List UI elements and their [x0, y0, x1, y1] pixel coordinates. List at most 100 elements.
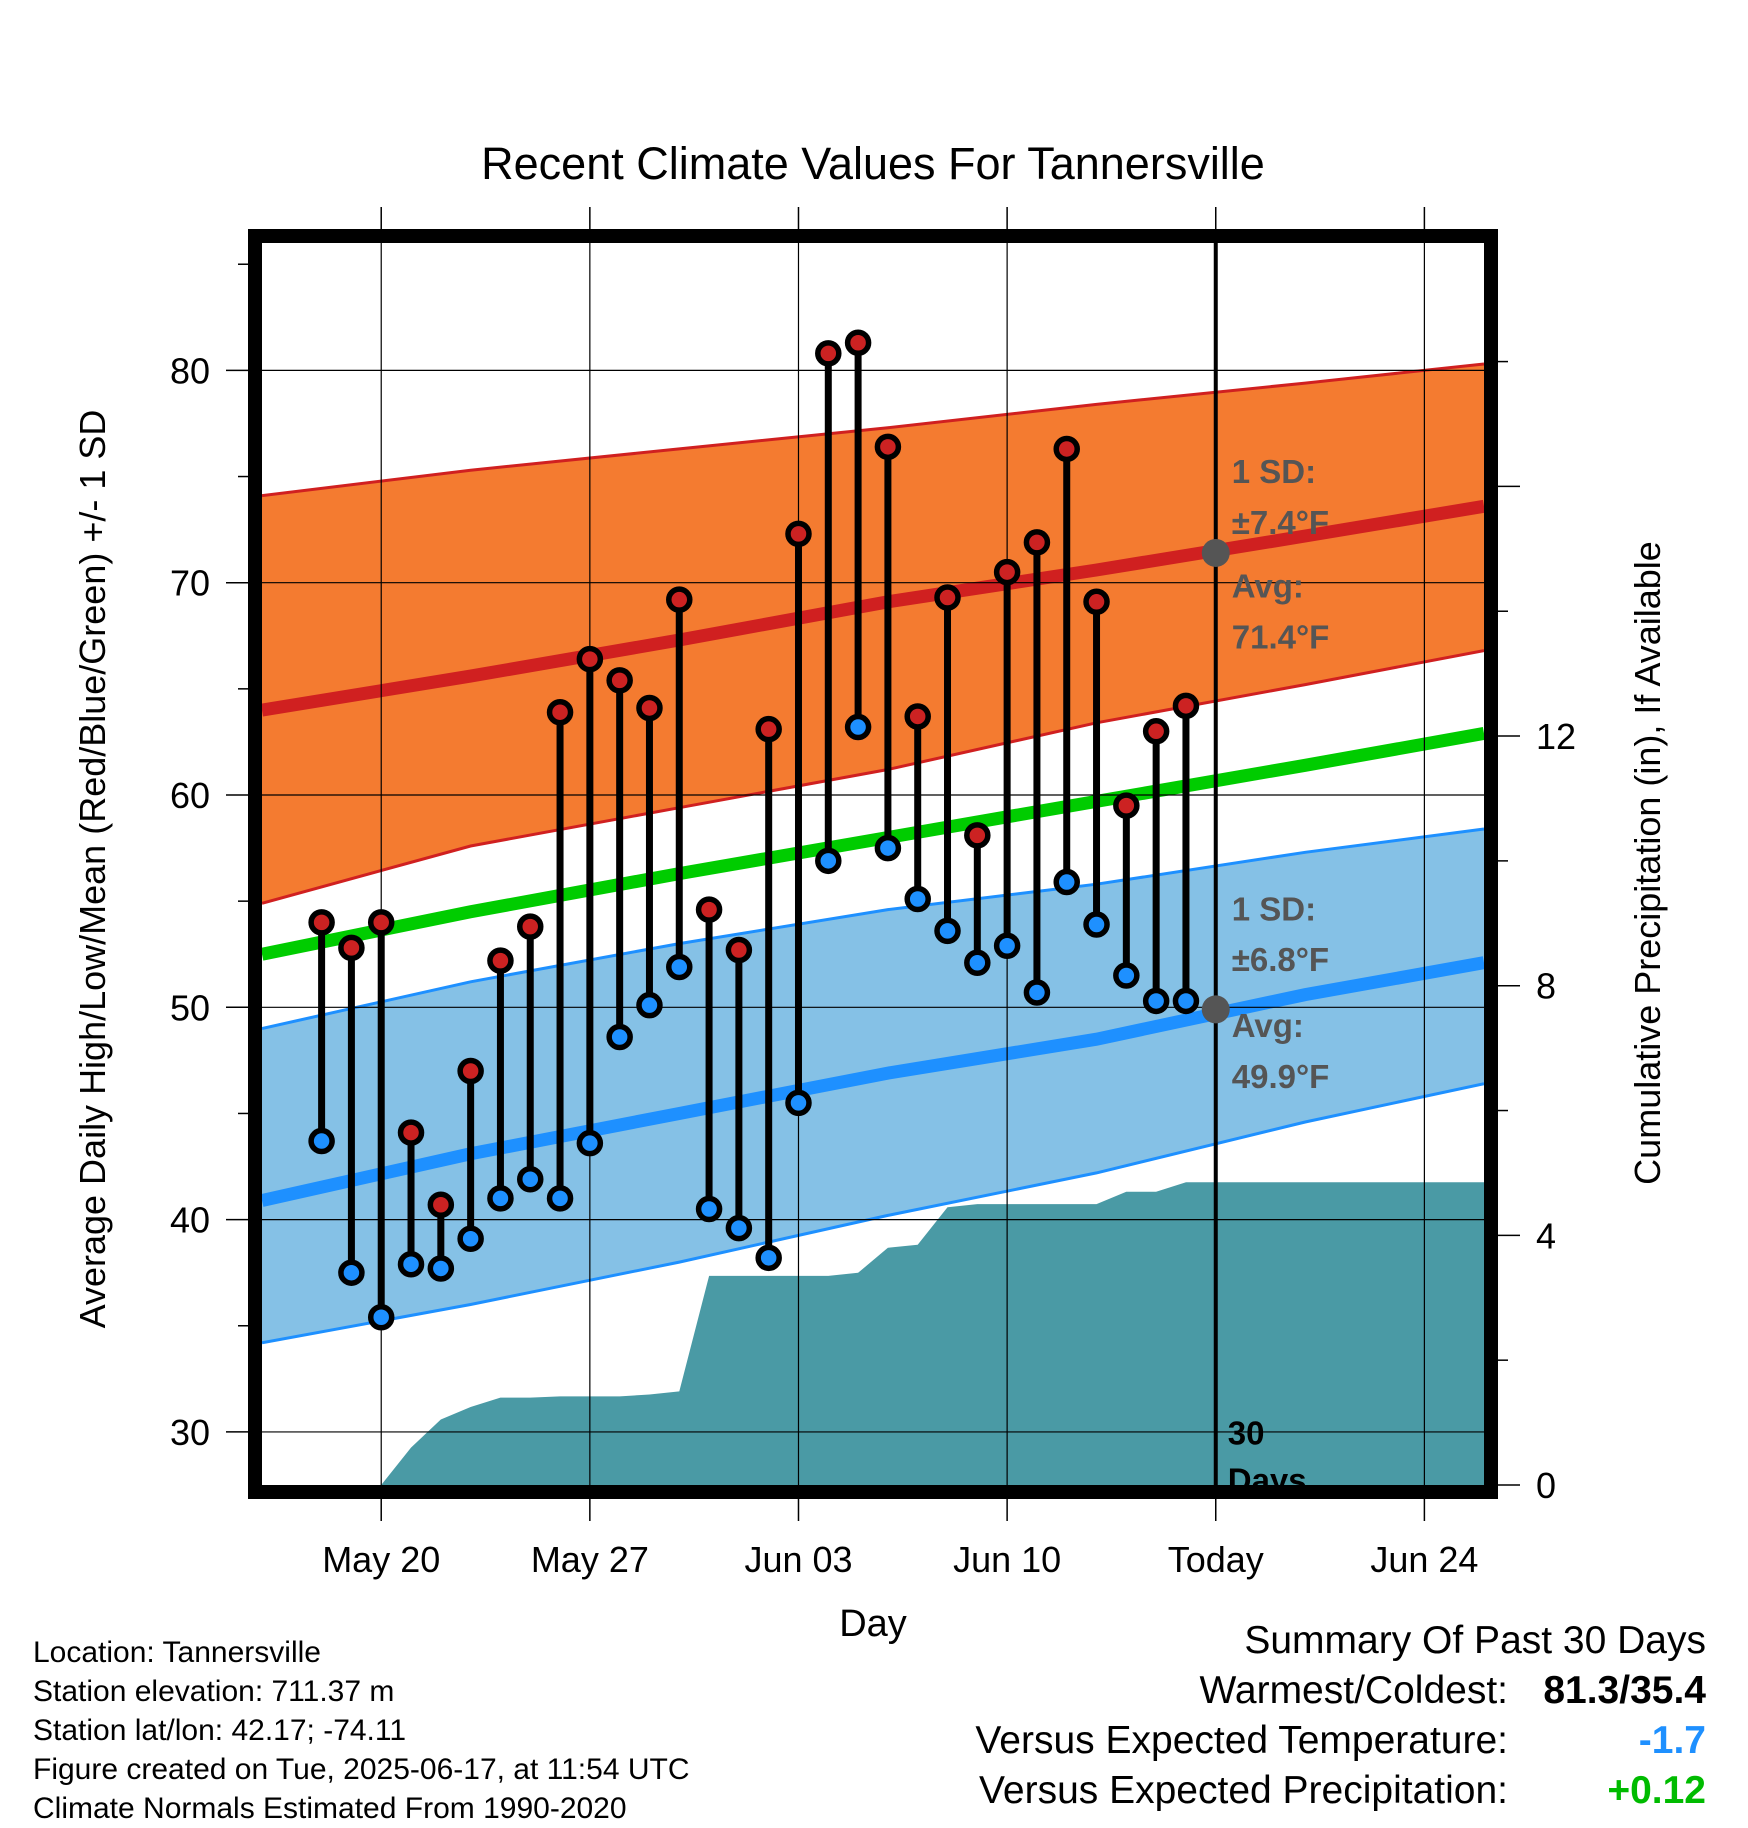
summary-panel: Summary Of Past 30 Days Warmest/Coldest:…: [975, 1616, 1706, 1816]
y-tick-label: 30: [170, 1412, 210, 1453]
y-tick-label: 50: [170, 987, 210, 1028]
y2-tick-label: 8: [1536, 966, 1556, 1007]
daily-low-point: [636, 991, 663, 1019]
today-low-avg-marker: [1201, 995, 1230, 1024]
daily-low-point: [606, 1023, 633, 1051]
daily-high-point: [964, 822, 991, 849]
plot-frame: [248, 229, 1498, 1499]
daily-high-point: [844, 329, 872, 357]
daily-low-point: [1113, 962, 1140, 989]
daily-high-point: [367, 909, 395, 936]
today-high-avg-marker: [1201, 538, 1230, 567]
x-tick-label: Jun 24: [1370, 1539, 1478, 1580]
latlon-text: Station lat/lon: 42.17; -74.11: [33, 1714, 407, 1747]
daily-high-point: [636, 694, 663, 722]
high-avg-value: 71.4°F: [1232, 619, 1330, 656]
warmest-coldest-label: Warmest/Coldest:: [1199, 1669, 1508, 1712]
daily-low-point: [367, 1304, 395, 1331]
daily-high-point: [576, 645, 604, 673]
daily-high-point: [308, 909, 335, 936]
y2-tick-label: 0: [1536, 1465, 1556, 1506]
daily-low-point: [874, 834, 902, 862]
daily-low-point: [427, 1255, 455, 1282]
high-sd-value: ±7.4°F: [1232, 504, 1329, 541]
elevation-text: Station elevation: 711.37 m: [33, 1675, 395, 1708]
daily-low-point: [904, 885, 931, 913]
created-text: Figure created on Tue, 2025-06-17, at 11…: [33, 1753, 690, 1786]
daily-high-point: [666, 586, 693, 613]
y2-axis-label: Cumulative Precipitation (in), If Availa…: [1627, 541, 1668, 1185]
temp-label: Versus Expected Temperature:: [975, 1719, 1508, 1762]
daily-high-point: [904, 703, 931, 730]
warmest-coldest-value: 81.3/35.4: [1543, 1669, 1706, 1712]
daily-low-point: [1053, 868, 1080, 896]
y-tick-label: 80: [170, 350, 210, 391]
daily-high-point: [606, 667, 633, 694]
daily-low-point: [695, 1195, 723, 1223]
daily-low-point: [934, 917, 961, 945]
daily-high-point: [1172, 692, 1200, 720]
daily-high-point: [427, 1191, 455, 1219]
y2-tick-label: 12: [1536, 716, 1576, 757]
daily-low-point: [993, 932, 1021, 959]
daily-high-point: [1053, 435, 1080, 463]
daily-low-point: [308, 1127, 335, 1155]
temp-value: -1.7: [1638, 1719, 1706, 1762]
y-axis-label: Average Daily High/Low/Mean (Red/Blue/Gr…: [72, 410, 113, 1329]
chart-title: Recent Climate Values For Tannersville: [481, 138, 1265, 189]
daily-low-point: [844, 713, 872, 741]
location-text: Location: Tannersville: [33, 1636, 321, 1669]
daily-low-point: [576, 1129, 604, 1157]
y-tick-label: 70: [170, 563, 210, 604]
x-tick-label: Today: [1168, 1539, 1264, 1580]
y-tick-label: 60: [170, 775, 210, 816]
daily-low-point: [725, 1214, 753, 1242]
summary-title: Summary Of Past 30 Days: [1244, 1619, 1706, 1662]
daily-low-point: [487, 1185, 514, 1212]
x-tick-label: Jun 10: [953, 1539, 1061, 1580]
low-sd-band: [262, 829, 1484, 1343]
x-tick-label: May 20: [322, 1539, 440, 1580]
y2-tick-label: 4: [1536, 1215, 1556, 1256]
x-tick-label: Jun 03: [744, 1539, 852, 1580]
daily-low-point: [815, 847, 842, 875]
daily-high-point: [934, 584, 961, 611]
daily-high-point: [785, 520, 812, 548]
precip-value: +0.12: [1607, 1769, 1706, 1812]
daily-low-point: [1023, 979, 1051, 1006]
precip-label: Versus Expected Precipitation:: [979, 1769, 1508, 1812]
daily-high-point: [755, 715, 782, 743]
x-tick-label: May 27: [531, 1539, 649, 1580]
normals-text: Climate Normals Estimated From 1990-2020: [33, 1792, 627, 1825]
daily-low-point: [546, 1185, 574, 1212]
station-info: Location: Tannersville Station elevation…: [33, 1633, 690, 1828]
daily-high-point: [338, 934, 365, 962]
daily-low-point: [964, 949, 991, 976]
daily-high-point: [1083, 588, 1110, 616]
daily-high-point: [516, 913, 544, 940]
daily-low-point: [785, 1089, 812, 1117]
low-lower-line: [262, 1082, 1484, 1345]
daily-low-point: [338, 1259, 365, 1286]
daily-high-point: [1142, 718, 1170, 745]
daily-high-point: [487, 947, 514, 974]
summary-precipitation: Versus Expected Precipitation: +0.12: [975, 1766, 1706, 1816]
daily-high-point: [874, 433, 902, 461]
daily-high-point: [725, 936, 753, 964]
daily-low-point: [755, 1244, 782, 1272]
plot-area: [262, 243, 1484, 1485]
low-sd-value: ±6.8°F: [1232, 941, 1329, 978]
daily-low-point: [457, 1225, 484, 1252]
low-avg-value: 49.9°F: [1232, 1058, 1330, 1095]
daily-high-point: [546, 698, 574, 726]
daily-low-point: [1083, 911, 1110, 938]
high-sd-band: [262, 364, 1484, 904]
daily-low-point: [516, 1166, 544, 1193]
daily-high-point: [695, 896, 723, 923]
daily-high-point: [993, 558, 1021, 586]
window-days-number: 30: [1228, 1415, 1265, 1452]
low-avg-label: Avg:: [1232, 1007, 1304, 1044]
daily-high-point: [1113, 792, 1140, 819]
daily-high-point: [457, 1057, 484, 1085]
